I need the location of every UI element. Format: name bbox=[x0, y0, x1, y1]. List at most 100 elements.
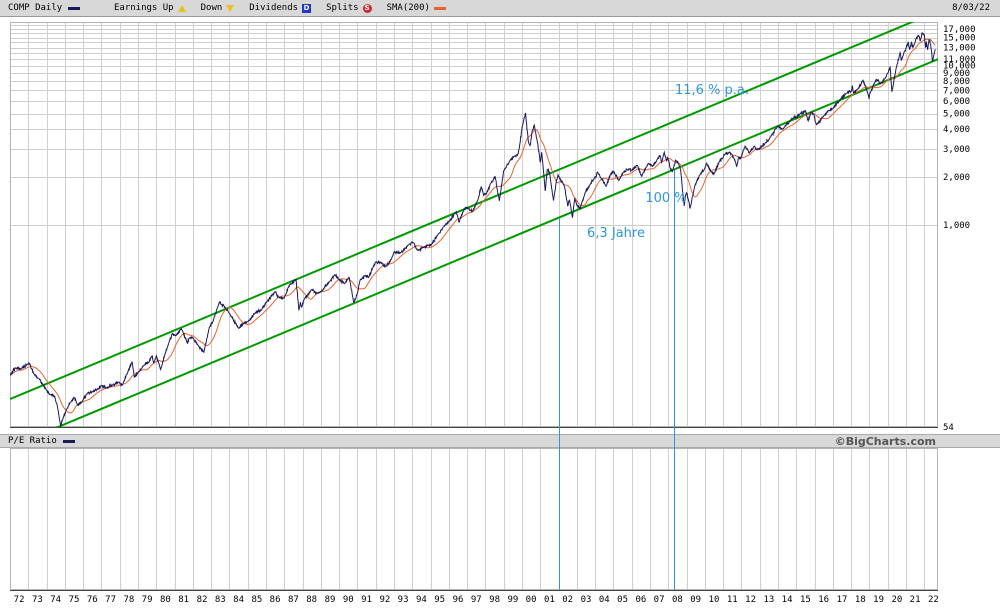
x-axis-label: 73 bbox=[32, 595, 43, 605]
x-axis-label: 12 bbox=[745, 595, 756, 605]
x-axis-label: 22 bbox=[928, 595, 939, 605]
x-axis-label: 85 bbox=[251, 595, 262, 605]
x-axis-label: 99 bbox=[507, 595, 518, 605]
trend-channel bbox=[10, 22, 938, 427]
x-axis-label: 81 bbox=[178, 595, 189, 605]
y-axis-labels: 17,00015,00013,00011,00010,0009,0008,000… bbox=[943, 25, 976, 433]
y-axis-label: 11,000 bbox=[943, 55, 976, 65]
legend-item-label: Earnings Up bbox=[114, 3, 174, 13]
y-axis-label: 10,000 bbox=[943, 62, 976, 72]
y-axis-label: 9,000 bbox=[943, 69, 970, 79]
chart-date: 8/03/22 bbox=[952, 3, 990, 13]
x-axis-label: 07 bbox=[654, 595, 665, 605]
y-axis-label: 5,000 bbox=[943, 110, 970, 120]
pe-ratio-panel: 72 73 74 75 76 77 78 79 80 81 82 83 84 85 86 87 88 89 90 91… bbox=[10, 448, 939, 605]
legend-item-label: Dividends bbox=[249, 3, 299, 13]
y-axis-label: 15,000 bbox=[943, 34, 976, 44]
x-axis-labels: 72 73 74 75 76 77 78 79 80 81 82 83 84 85 86 87 88 89 90 91… bbox=[14, 595, 939, 605]
pe-ratio-legend: P/E Ratio bbox=[0, 436, 75, 446]
x-axis-label: 75 bbox=[69, 595, 80, 605]
pe-grid bbox=[10, 448, 925, 590]
x-axis-label: 06 bbox=[635, 595, 646, 605]
x-axis-label: 02 bbox=[562, 595, 573, 605]
x-axis-label: 89 bbox=[325, 595, 336, 605]
x-axis-label: 08 bbox=[672, 595, 683, 605]
main-grid bbox=[10, 22, 938, 427]
y-axis-label: 2,000 bbox=[943, 173, 970, 183]
x-axis-label: 80 bbox=[160, 595, 171, 605]
gain-annotation: 100 % bbox=[645, 191, 686, 206]
x-axis-label: 09 bbox=[690, 595, 701, 605]
x-axis-label: 95 bbox=[434, 595, 445, 605]
y-axis-label: 8,000 bbox=[943, 77, 970, 87]
y-axis-label: 17,000 bbox=[943, 25, 976, 35]
growth-rate-annotation: 11,6 % p.a. bbox=[675, 83, 749, 98]
x-axis-label: 16 bbox=[818, 595, 829, 605]
pe-plot-frame bbox=[10, 448, 938, 590]
x-axis-label: 78 bbox=[123, 595, 134, 605]
x-axis-label: 20 bbox=[891, 595, 902, 605]
earnings-down-triangle-icon bbox=[226, 4, 235, 12]
x-axis-label: 76 bbox=[87, 595, 98, 605]
x-axis-label: 21 bbox=[910, 595, 921, 605]
x-axis-label: 74 bbox=[50, 595, 61, 605]
x-axis-label: 04 bbox=[599, 595, 610, 605]
period-marker-start-line bbox=[559, 218, 560, 590]
x-axis-label: 98 bbox=[489, 595, 500, 605]
upper-trend-line bbox=[10, 22, 915, 401]
x-axis-label: 82 bbox=[197, 595, 208, 605]
price-line-swatch-icon bbox=[68, 6, 81, 10]
y-axis-floor-label: 54 bbox=[943, 423, 954, 433]
x-axis-label: 00 bbox=[526, 595, 537, 605]
x-axis-label: 77 bbox=[105, 595, 116, 605]
x-axis-label: 17 bbox=[837, 595, 848, 605]
legend-item-label: Splits bbox=[326, 3, 359, 13]
x-axis-label: 03 bbox=[581, 595, 592, 605]
x-axis-label: 14 bbox=[782, 595, 793, 605]
lower-trend-line bbox=[55, 58, 938, 427]
x-axis-label: 01 bbox=[544, 595, 555, 605]
x-axis-label: 91 bbox=[361, 595, 372, 605]
legend-items: Earnings Up Down Dividends D Splits S SMA(200) bbox=[114, 3, 446, 13]
x-axis-label: 86 bbox=[270, 595, 281, 605]
legend-item: SMA(200) bbox=[387, 3, 446, 13]
x-axis-label: 05 bbox=[617, 595, 628, 605]
dividends-badge-icon: D bbox=[302, 3, 312, 13]
legend-item: Earnings Up bbox=[114, 3, 186, 13]
main-price-chart: 17,00015,00013,00011,00010,0009,0008,000… bbox=[10, 22, 976, 433]
x-axis-label: 79 bbox=[142, 595, 153, 605]
legend-item: Dividends D bbox=[249, 3, 312, 13]
x-axis-label: 92 bbox=[379, 595, 390, 605]
legend-item: Splits S bbox=[326, 3, 372, 13]
legend-item-label: SMA(200) bbox=[386, 3, 430, 13]
pe-ratio-band: P/E Ratio ©BigCharts.com bbox=[0, 434, 1000, 448]
x-axis-label: 11 bbox=[727, 595, 738, 605]
annotations: 11,6 % p.a. 100 % 6,3 Jahre bbox=[587, 83, 749, 241]
chart-legend-bar: COMP Daily Earnings Up Down Dividends D Spli… bbox=[0, 0, 1000, 17]
x-axis-label: 10 bbox=[709, 595, 720, 605]
y-axis-label: 6,000 bbox=[943, 97, 970, 107]
main-plot-frame bbox=[10, 22, 938, 427]
y-axis-label: 13,000 bbox=[943, 44, 976, 54]
legend-item-label: Down bbox=[200, 3, 223, 13]
x-axis-label: 84 bbox=[233, 595, 244, 605]
x-axis-label: 88 bbox=[306, 595, 317, 605]
x-axis-label: 19 bbox=[873, 595, 884, 605]
period-marker-end-line bbox=[674, 170, 675, 590]
pe-ratio-label: P/E Ratio bbox=[8, 436, 57, 446]
splits-badge-icon: S bbox=[362, 3, 372, 13]
pe-line-swatch-icon bbox=[62, 439, 75, 443]
x-axis-label: 94 bbox=[416, 595, 427, 605]
x-axis-label: 96 bbox=[453, 595, 464, 605]
x-axis-label: 13 bbox=[763, 595, 774, 605]
y-axis-label: 1,000 bbox=[943, 221, 970, 231]
x-axis-label: 18 bbox=[855, 595, 866, 605]
y-axis-label: 3,000 bbox=[943, 145, 970, 155]
x-axis-label: 15 bbox=[800, 595, 811, 605]
x-axis-label: 97 bbox=[471, 595, 482, 605]
y-axis-label: 7,000 bbox=[943, 86, 970, 96]
x-axis-label: 83 bbox=[215, 595, 226, 605]
symbol-label: COMP Daily bbox=[8, 3, 63, 13]
symbol-period: COMP Daily bbox=[0, 3, 114, 13]
y-axis-label: 4,000 bbox=[943, 125, 970, 135]
